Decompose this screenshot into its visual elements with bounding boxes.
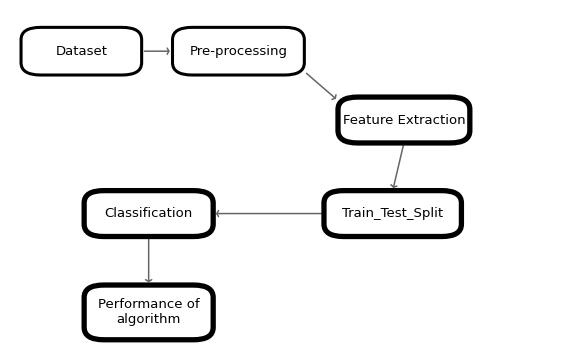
Text: Dataset: Dataset (56, 45, 107, 58)
Text: Classification: Classification (104, 207, 193, 220)
FancyBboxPatch shape (173, 28, 304, 75)
Text: Performance of
algorithm: Performance of algorithm (98, 298, 200, 327)
Text: Train_Test_Split: Train_Test_Split (342, 207, 443, 220)
FancyBboxPatch shape (84, 191, 213, 237)
FancyBboxPatch shape (21, 28, 141, 75)
FancyBboxPatch shape (84, 285, 213, 340)
FancyBboxPatch shape (324, 191, 461, 237)
Text: Pre-processing: Pre-processing (190, 45, 287, 58)
Text: Feature Extraction: Feature Extraction (343, 114, 465, 126)
FancyBboxPatch shape (338, 97, 470, 143)
